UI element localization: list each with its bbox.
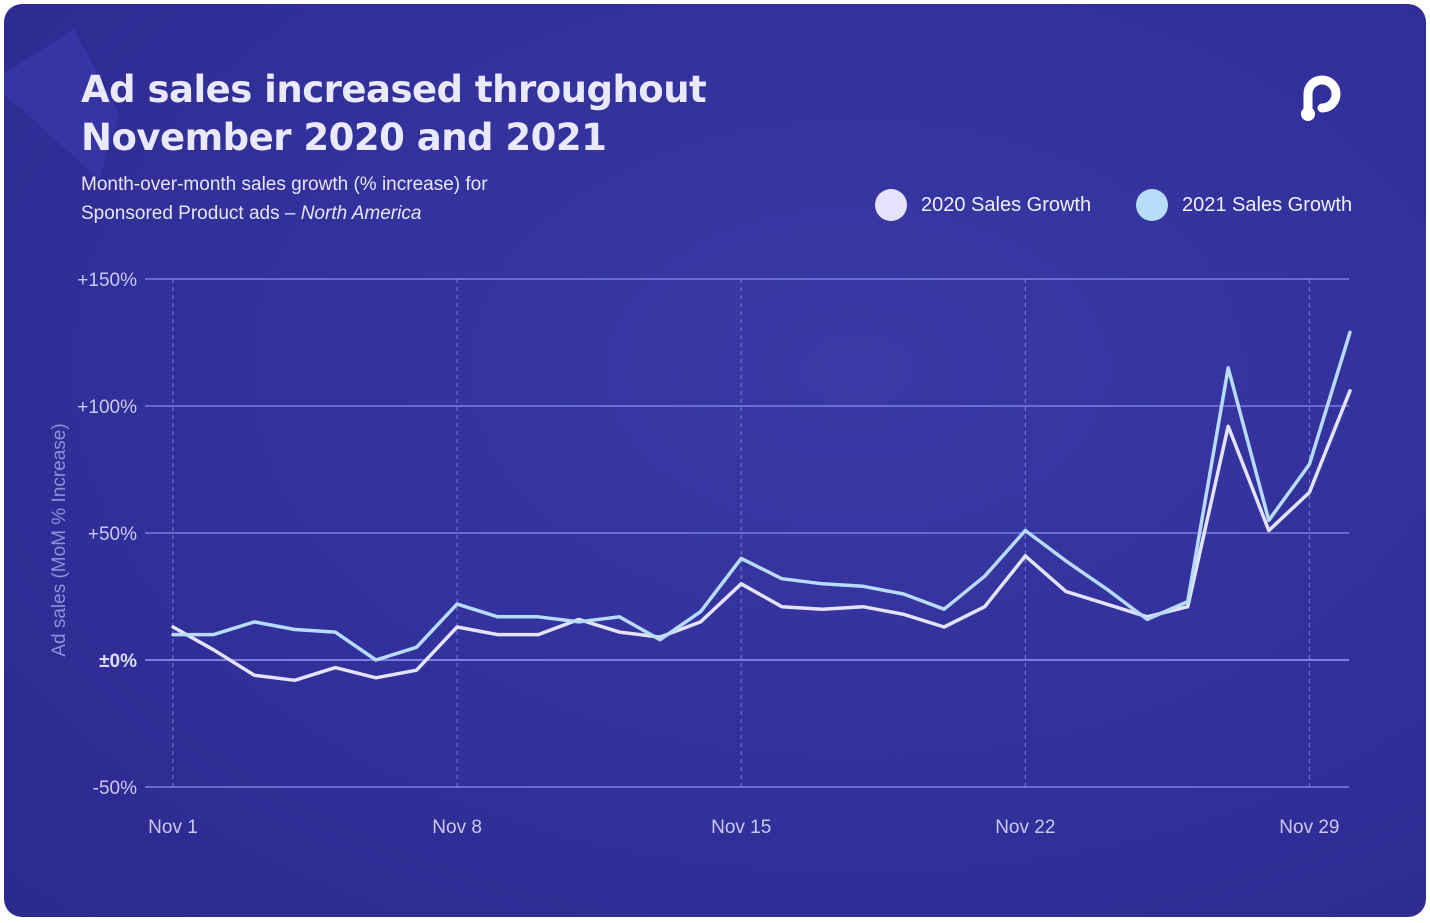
x-tick-label: Nov 1 — [148, 817, 198, 838]
chart-subtitle: Month-over-month sales growth (% increas… — [81, 170, 601, 228]
subtitle-prefix: Sponsored Product ads – — [81, 203, 301, 224]
y-tick-label: +150% — [77, 270, 137, 291]
x-tick-labels: Nov 1 Nov 8 Nov 15 Nov 22 Nov 29 — [148, 817, 1339, 838]
y-tick-label: +50% — [88, 524, 137, 545]
decorative-shape — [4, 29, 119, 179]
line-chart: -50%±0%+50%+100%+150% Nov 1 Nov 8 Nov 15 No… — [49, 270, 1352, 838]
y-axis-label: Ad sales (MoM % Increase) — [49, 423, 70, 656]
x-tick-label: Nov 29 — [1279, 817, 1339, 838]
legend-item-2021: 2021 Sales Growth — [1136, 188, 1352, 222]
legend-dot-2020 — [875, 189, 907, 221]
x-tick-label: Nov 15 — [711, 817, 771, 838]
pacvue-logo-icon — [1301, 75, 1341, 121]
chart-card: Ad sales increased throughout November 2… — [4, 4, 1426, 917]
x-tick-label: Nov 22 — [995, 817, 1055, 838]
legend-item-2020: 2020 Sales Growth — [875, 188, 1091, 222]
series-lines — [171, 330, 1352, 683]
subtitle-line-2: Sponsored Product ads – North America — [81, 199, 601, 228]
y-tick-label: -50% — [93, 778, 137, 799]
legend-label-2020: 2020 Sales Growth — [921, 193, 1092, 216]
subtitle-region: North America — [300, 203, 422, 224]
legend-dot-2021 — [1136, 189, 1168, 221]
chart-title: Ad sales increased throughout November 2… — [81, 68, 707, 159]
series-line-2021 — [171, 330, 1352, 662]
series-line-2020 — [171, 389, 1352, 683]
x-tick-label: Nov 8 — [432, 817, 482, 838]
y-tick-labels: -50% ±0% +50% +100% +150% — [77, 270, 137, 799]
legend-label-2021: 2021 Sales Growth — [1182, 193, 1353, 216]
y-gridlines — [145, 278, 1349, 788]
subtitle-line-1: Month-over-month sales growth (% increas… — [81, 174, 488, 195]
y-tick-label: +100% — [77, 397, 137, 418]
y-tick-label: ±0% — [99, 651, 137, 672]
